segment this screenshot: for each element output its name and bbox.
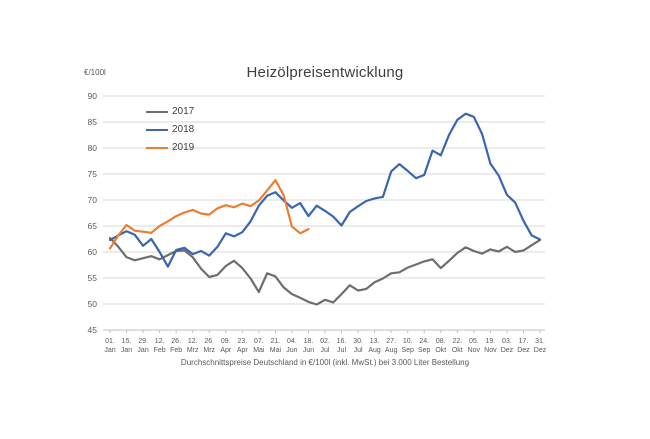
x-axis-tick-label-day: 07. <box>254 338 264 345</box>
x-axis-tick-label-day: 18. <box>304 338 314 345</box>
x-axis-tick-label-day: 30. <box>353 338 363 345</box>
x-axis-tick-label-month: Jun <box>303 347 314 354</box>
x-axis-tick-label-month: Nov <box>468 347 481 354</box>
legend-label-2017: 2017 <box>172 106 195 117</box>
x-axis-tick-label-day: 04. <box>287 338 297 345</box>
y-axis-tick-labels: 45 50 55 60 65 70 75 80 85 90 <box>88 91 98 335</box>
x-axis-tick-label-month: Mai <box>270 347 282 354</box>
x-axis-tick-label-month: Sep <box>418 347 431 354</box>
x-axis-tick-label-month: Aug <box>368 347 381 354</box>
y-axis-tick-label: 45 <box>88 325 98 335</box>
legend-label-2019: 2019 <box>172 142 195 153</box>
x-axis-tick-label-day: 24. <box>419 338 429 345</box>
x-axis-tick-label-month: Jan <box>104 347 115 354</box>
legend-swatch-2017 <box>146 110 168 113</box>
x-axis-tick-label-month: Dez <box>501 347 514 354</box>
x-axis-tick-label-month: Apr <box>220 347 232 354</box>
y-axis-tick-label: 50 <box>88 299 98 309</box>
x-axis-tick-label-month: Feb <box>170 347 182 354</box>
x-axis-tick-label-day: 08. <box>436 338 446 345</box>
x-axis-tick-label-month: Nov <box>484 347 497 354</box>
x-axis-tick-label-day: 02. <box>320 338 330 345</box>
y-axis-tick-label: 80 <box>88 143 98 153</box>
x-axis-tick-label-day: 13. <box>370 338 380 345</box>
x-axis-tick-label-month: Mrz <box>187 347 199 354</box>
x-axis-tick-label-month: Mrz <box>203 347 215 354</box>
x-axis-tick-label-day: 03. <box>502 338 512 345</box>
legend-item-2017: 2017 <box>146 106 194 117</box>
x-axis-tick-label-day: 12. <box>155 338 165 345</box>
y-axis-tick-label: 90 <box>88 91 98 101</box>
x-axis-tick-label-day: 17. <box>519 338 529 345</box>
y-axis-unit-label: €/100l <box>84 68 106 77</box>
x-axis-tick-label-day: 15. <box>122 338 132 345</box>
x-axis-tick-label-month: Okt <box>452 347 463 354</box>
x-axis-tick-label-month: Jan <box>121 347 132 354</box>
legend-swatch-2018 <box>146 128 168 131</box>
x-axis-tick-label-day: 05. <box>469 338 479 345</box>
x-axis-tick-label-day: 29. <box>138 338 148 345</box>
x-axis-tick-label-month: Jul <box>321 347 330 354</box>
x-axis-tick-label-month: Mai <box>253 347 265 354</box>
y-axis-tick-label: 75 <box>88 169 98 179</box>
x-axis-tick-label-day: 22. <box>452 338 462 345</box>
legend-swatch-2019 <box>146 146 168 149</box>
series-line-2018 <box>108 112 542 268</box>
x-axis-tick-label-day: 23. <box>237 338 247 345</box>
x-axis-tick-label-month: Dez <box>534 347 547 354</box>
x-axis-tick-label-month: Jun <box>286 347 297 354</box>
legend-label-2018: 2018 <box>172 124 195 135</box>
x-axis-tick-label-month: Dez <box>517 347 530 354</box>
series-line-2017 <box>108 236 542 306</box>
chart-legend: 2017 2018 2019 <box>146 106 194 153</box>
x-axis-tick-label-day: 16. <box>337 338 347 345</box>
x-axis-tick-label-month: Apr <box>237 347 249 354</box>
x-axis-tick-label-month: Jul <box>337 347 346 354</box>
y-axis-tick-label: 70 <box>88 195 98 205</box>
series-line-2019 <box>108 179 310 250</box>
x-axis-tick-label-day: 21. <box>271 338 281 345</box>
x-axis-tick-label-day: 01. <box>105 338 115 345</box>
x-axis-tick-label-month: Okt <box>435 347 446 354</box>
chart-footnote: Durchschnittspreise Deutschland in €/100… <box>180 358 470 367</box>
y-axis-tick-label: 65 <box>88 221 98 231</box>
x-axis-tick-label-month: Jul <box>354 347 363 354</box>
x-axis-tick-label-day: 19. <box>486 338 496 345</box>
y-axis-tick-label: 60 <box>88 247 98 257</box>
x-axis-tick-label-day: 31. <box>535 338 545 345</box>
x-axis-tick-label-month: Sep <box>401 347 414 354</box>
x-axis-tick-label-month: Jan <box>137 347 148 354</box>
x-axis-tick-label-month: Feb <box>154 347 166 354</box>
legend-item-2018: 2018 <box>146 124 194 135</box>
chart-title: Heizölpreisentwicklung <box>246 64 404 81</box>
x-axis-tick-label-day: 10. <box>403 338 413 345</box>
x-axis-tick-label-day: 12. <box>188 338 198 345</box>
y-axis-tick-label: 55 <box>88 273 98 283</box>
x-axis-tick-label-day: 26. <box>171 338 181 345</box>
x-axis: 01. Jan 15. Jan 29. Jan 12. Feb 26. Feb 12. Mrz 26. M… <box>103 329 547 354</box>
y-axis-tick-label: 85 <box>88 117 98 127</box>
x-axis-tick-label-month: Aug <box>385 347 398 354</box>
legend-item-2019: 2019 <box>146 142 194 153</box>
x-axis-tick-label-day: 09. <box>221 338 231 345</box>
x-axis-tick-label-day: 27. <box>386 338 396 345</box>
x-axis-tick-label-day: 26. <box>204 338 214 345</box>
